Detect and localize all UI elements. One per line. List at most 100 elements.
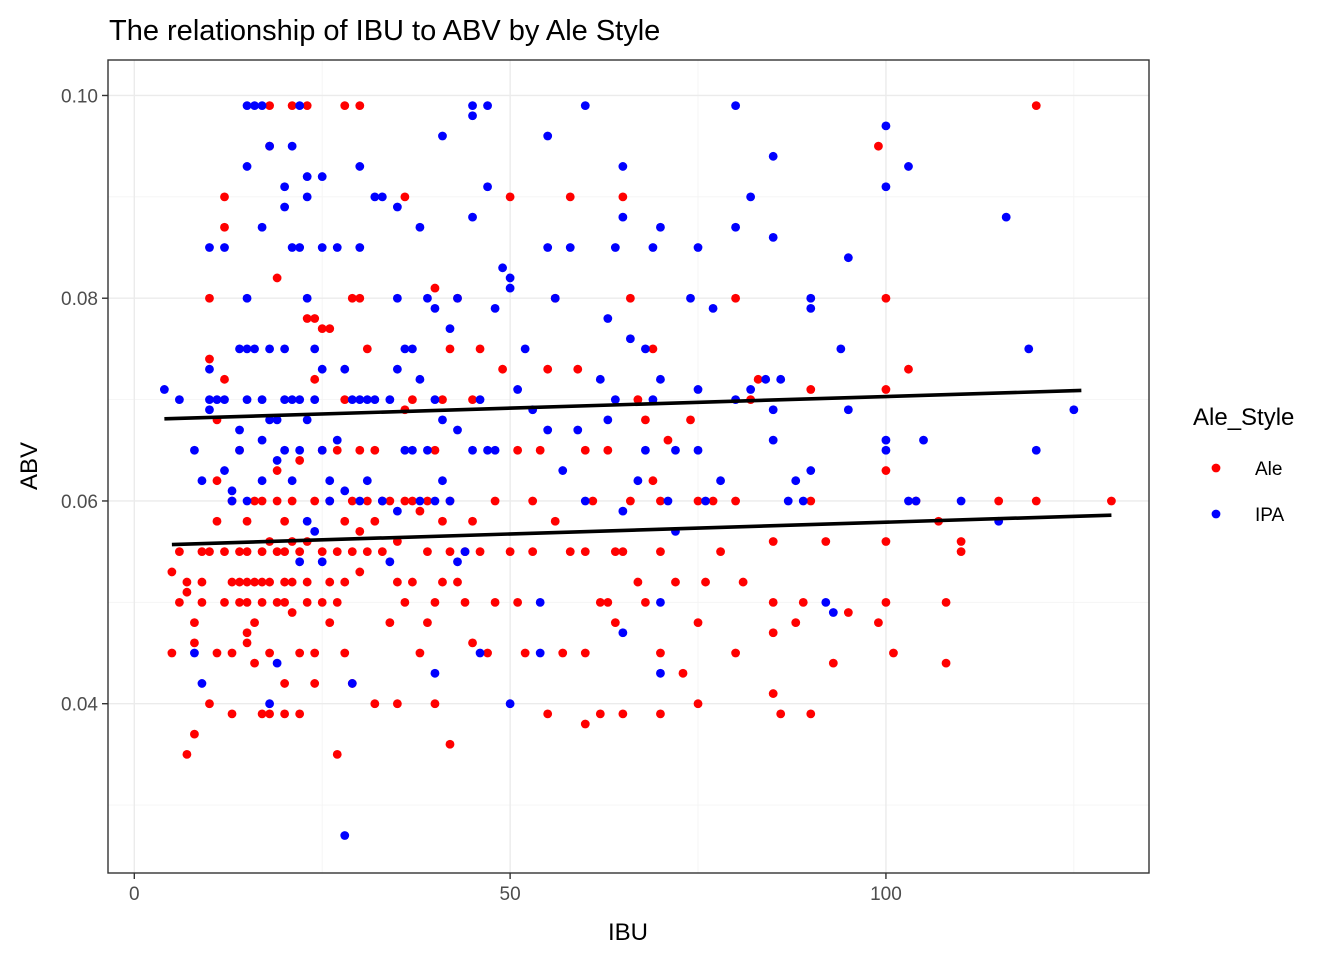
ale-point <box>250 577 259 587</box>
ale-point <box>423 547 432 557</box>
ale-point <box>242 628 252 638</box>
ale-point <box>332 547 342 557</box>
ale-point <box>408 496 417 506</box>
ale-point <box>235 547 244 557</box>
x-tick-label: 100 <box>870 884 902 905</box>
ale-point <box>1031 101 1041 111</box>
ipa-point <box>904 162 913 171</box>
ipa-point <box>220 395 229 404</box>
ale-point <box>235 597 244 607</box>
ale-point <box>475 547 485 557</box>
ale-point <box>505 547 515 557</box>
ipa-point <box>1024 344 1034 354</box>
ale-point <box>881 537 891 546</box>
ale-point <box>904 364 913 374</box>
ipa-point <box>716 476 725 486</box>
ale-point <box>242 577 252 587</box>
ale-point <box>250 496 259 506</box>
ale-point <box>212 476 222 486</box>
ale-point <box>310 496 320 506</box>
ale-point <box>513 597 523 607</box>
ale-point <box>265 709 274 719</box>
ipa-point <box>828 608 838 617</box>
ale-point <box>701 577 710 587</box>
ale-point <box>588 496 598 506</box>
ale-point <box>272 597 282 607</box>
ale-point <box>205 354 214 364</box>
ale-point <box>220 547 229 557</box>
ale-point <box>438 577 447 587</box>
ipa-point <box>392 364 402 374</box>
ipa-point <box>205 395 214 404</box>
ale-point <box>595 709 605 719</box>
ale-point <box>505 192 515 202</box>
ale-point <box>287 577 297 587</box>
ipa-point <box>242 395 252 404</box>
ipa-point <box>415 374 425 384</box>
ipa-point <box>520 344 530 354</box>
ale-point <box>430 283 440 293</box>
ale-point <box>242 597 252 607</box>
ipa-point <box>242 101 252 111</box>
ipa-point <box>280 202 290 212</box>
ipa-point <box>483 445 492 455</box>
x-tick-label: 50 <box>500 884 521 905</box>
ipa-point <box>220 466 229 475</box>
ale-point <box>678 668 688 678</box>
ipa-point <box>633 476 643 486</box>
ipa-point <box>731 222 741 232</box>
ale-point <box>768 628 778 638</box>
ipa-point <box>242 162 252 171</box>
ale-point <box>648 476 658 486</box>
ipa-point <box>438 131 447 141</box>
ale-point <box>347 496 357 506</box>
ale-point <box>460 597 470 607</box>
ipa-point <box>257 395 267 404</box>
ipa-point <box>392 293 402 303</box>
ipa-point <box>438 476 447 486</box>
ipa-point <box>453 425 462 435</box>
ale-point <box>520 648 530 658</box>
ale-point <box>543 364 553 374</box>
ale-point <box>370 445 380 455</box>
ale-point <box>558 648 568 658</box>
ale-point <box>340 648 350 658</box>
ale-point <box>220 374 229 384</box>
ale-point <box>280 597 290 607</box>
ale-point <box>190 638 199 648</box>
ale-point <box>220 597 229 607</box>
ale-point <box>287 608 297 617</box>
ipa-point <box>505 273 515 283</box>
ale-point <box>693 496 703 506</box>
ale-point <box>889 648 898 658</box>
ale-point <box>340 516 350 526</box>
legend-label-ale: Ale <box>1255 459 1282 480</box>
ale-point <box>220 222 229 232</box>
ipa-point <box>1001 212 1011 222</box>
ale-point <box>565 192 575 202</box>
ale-point <box>332 597 342 607</box>
ipa-point <box>641 445 650 455</box>
ipa-point <box>302 415 312 425</box>
ipa-point <box>821 597 831 607</box>
ipa-point <box>272 456 282 465</box>
ale-point <box>310 679 320 688</box>
ale-point <box>302 597 312 607</box>
ipa-point <box>505 283 515 293</box>
ipa-point <box>618 212 628 222</box>
axis-ticks: 0 50 100 0.04 0.06 0.08 0.10 <box>61 86 902 905</box>
ipa-point <box>430 303 440 313</box>
ale-point <box>205 547 214 557</box>
ale-point <box>731 648 741 658</box>
y-axis-title: ABV <box>16 442 43 490</box>
ale-point <box>167 567 177 577</box>
ale-point <box>768 689 778 698</box>
ipa-point <box>295 101 305 111</box>
ipa-point <box>235 445 244 455</box>
ale-point <box>400 496 410 506</box>
ipa-point <box>761 374 771 384</box>
ipa-point <box>408 344 417 354</box>
ipa-point <box>280 344 290 354</box>
ipa-point <box>641 344 650 354</box>
ipa-point <box>490 303 500 313</box>
